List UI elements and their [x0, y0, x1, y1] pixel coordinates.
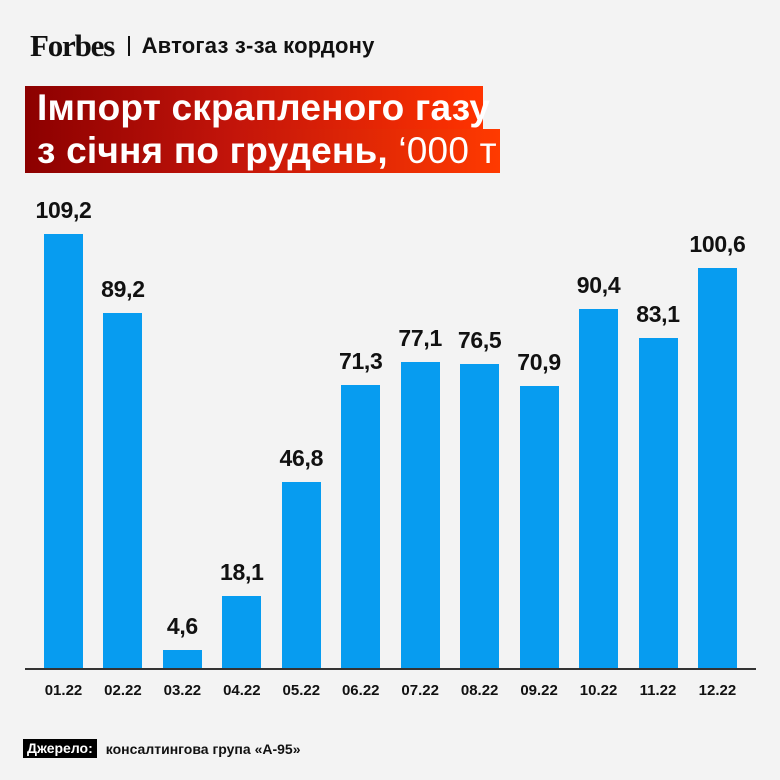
chart-title-line-2: з січня по грудень, ‘000 т: [25, 129, 500, 173]
bar: [222, 596, 262, 668]
x-axis-tick-label: 12.22: [698, 682, 737, 699]
bar-value-label: 83,1: [636, 300, 680, 327]
x-axis-tick-label: 01.22: [44, 682, 83, 699]
header-divider: [128, 36, 130, 56]
bar-value-label: 109,2: [35, 196, 92, 223]
header: Forbes Автогаз з-за кордону: [30, 28, 375, 64]
x-axis-tick-label: 07.22: [401, 682, 439, 699]
chart-title-line-1: Імпорт скрапленого газу: [25, 86, 490, 129]
bar-value-label: 100,6: [689, 231, 746, 258]
bar-value-label: 76,5: [457, 326, 502, 353]
bar-value-label: 71,3: [338, 347, 383, 374]
bar-value-label: 70,9: [517, 349, 561, 376]
x-axis-tick-label: 09.22: [520, 682, 558, 699]
bar-value-label: 77,1: [398, 324, 442, 351]
bar-value-label: 90,4: [576, 271, 621, 298]
bar: [281, 481, 321, 668]
bar: [44, 233, 83, 668]
chart-title-unit: ‘000 т: [387, 130, 497, 171]
x-axis-tick-label: 08.22: [460, 682, 499, 699]
bar-value-label: 18,1: [220, 559, 264, 586]
bar-value-label: 46,8: [279, 444, 324, 471]
x-axis-tick-label: 06.22: [341, 682, 380, 699]
forbes-logo: Forbes: [30, 28, 115, 63]
x-axis-tick-label: 03.22: [163, 682, 202, 699]
bar-value-label: 4,6: [166, 612, 198, 639]
bar: [460, 363, 500, 668]
bar: [400, 361, 440, 668]
bar: [519, 386, 559, 668]
bar: [638, 337, 678, 668]
x-axis-tick-label: 04.22: [223, 682, 261, 699]
chart-title-period: з січня по грудень,: [37, 130, 388, 171]
x-axis-tick-label: 02.22: [104, 682, 142, 699]
source-text: консалтингова група «А-95»: [105, 740, 301, 757]
bar: [162, 649, 202, 668]
section-title: Автогаз з-за кордону: [141, 33, 375, 58]
bar: [579, 308, 619, 668]
bar-chart: 109,2 01.22 89,2 02.22 4,6 03.22 18,1 04.22 46,8…: [25, 196, 756, 699]
bar: [103, 313, 143, 668]
x-axis-tick-label: 10.22: [579, 682, 618, 699]
x-axis-line: [25, 668, 756, 670]
x-axis-tick-label: 05.22: [282, 682, 321, 699]
bar: [697, 268, 737, 668]
bar: [341, 384, 381, 668]
source-note: Джерело: консалтингова група «А-95»: [23, 739, 300, 758]
source-label: Джерело:: [23, 739, 97, 758]
x-axis-tick-label: 11.22: [639, 682, 677, 699]
bar-value-label: 89,2: [101, 276, 145, 303]
